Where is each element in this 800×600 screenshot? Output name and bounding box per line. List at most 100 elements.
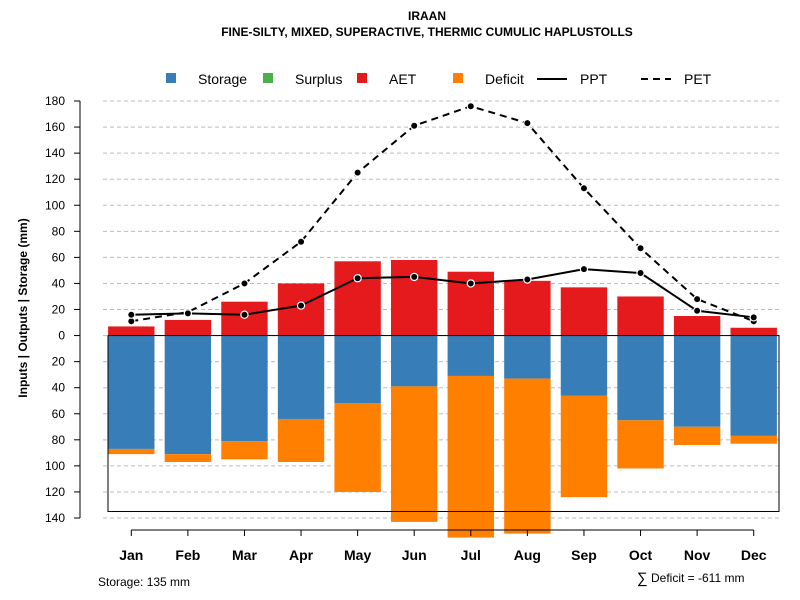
y-tick-label: 40 xyxy=(52,381,66,395)
y-tick-label: 0 xyxy=(58,329,65,343)
x-tick-label: Jun xyxy=(402,547,427,563)
y-tick-label: 60 xyxy=(52,407,66,421)
y-tick-label: 40 xyxy=(52,276,66,290)
aet-bar xyxy=(391,259,438,336)
storage-bar xyxy=(221,335,268,442)
series-lines xyxy=(127,102,758,326)
y-tick-label: 20 xyxy=(52,303,66,317)
ppt-point xyxy=(240,310,249,319)
legend: Storage Surplus AET Deficit PPT PET xyxy=(166,71,712,87)
storage-capacity-box xyxy=(107,335,780,512)
aet-bar xyxy=(730,327,777,336)
aet-bar xyxy=(334,261,381,336)
storage-bar xyxy=(164,335,212,455)
x-tick-label: Nov xyxy=(684,547,711,563)
pet-point xyxy=(240,279,249,288)
ppt-point xyxy=(749,313,758,322)
y-tick-label: 80 xyxy=(52,433,66,447)
pet-point xyxy=(466,102,475,111)
legend-label: PET xyxy=(684,71,712,87)
x-tick-label: Feb xyxy=(175,547,200,563)
deficit-bar xyxy=(617,420,664,469)
ppt-point xyxy=(296,301,306,310)
deficit-footnote: Deficit = -611 mm xyxy=(651,571,744,585)
storage-bar xyxy=(730,335,777,436)
deficit-bar xyxy=(164,454,212,462)
y-tick-label: 120 xyxy=(45,485,65,499)
x-tick-label: Apr xyxy=(289,547,314,563)
deficit-bar xyxy=(108,448,155,455)
y-axis: 180 160 140 120 100 80 60 40 20 0 20 40 60 80 100 120 14… xyxy=(45,94,81,525)
deficit-sum-symbol: ∑ xyxy=(637,570,648,587)
legend-swatch xyxy=(453,73,463,83)
ppt-point xyxy=(353,274,362,283)
pet-point xyxy=(579,184,589,193)
pet-point xyxy=(692,294,702,304)
storage-footnote: Storage: 135 mm xyxy=(98,575,190,589)
deficit-bar xyxy=(730,435,777,444)
storage-bar xyxy=(334,335,381,404)
x-tick-label: May xyxy=(344,547,371,563)
deficit-bar xyxy=(277,418,325,462)
ppt-point xyxy=(410,272,419,282)
storage-bar xyxy=(447,335,494,376)
deficit-bar xyxy=(673,426,721,446)
y-axis-label: Inputs | Outputs | Storage (mm) xyxy=(16,218,30,397)
aet-bar xyxy=(560,287,608,336)
ppt-point xyxy=(692,306,702,316)
x-tick-label: Oct xyxy=(629,547,653,563)
storage-bar xyxy=(391,335,438,387)
legend-swatch xyxy=(263,73,273,83)
ppt-point xyxy=(127,310,136,319)
ppt-point xyxy=(183,309,193,318)
deficit-bar xyxy=(504,378,551,534)
y-tick-label: 100 xyxy=(45,459,65,473)
chart-title: IRAAN xyxy=(408,9,446,23)
aet-bar xyxy=(504,280,551,336)
x-tick-label: Dec xyxy=(741,547,767,563)
gridlines xyxy=(103,100,782,519)
y-tick-label: 20 xyxy=(52,355,66,369)
legend-swatch xyxy=(357,73,367,83)
legend-label: Deficit xyxy=(485,71,524,87)
aet-bar xyxy=(108,326,155,336)
y-tick-label: 140 xyxy=(45,511,65,525)
ppt-point xyxy=(636,268,645,278)
deficit-bar xyxy=(447,375,494,538)
y-tick-label: 140 xyxy=(45,146,65,160)
y-tick-label: 120 xyxy=(45,172,65,186)
y-tick-label: 100 xyxy=(45,198,65,212)
y-tick-label: 60 xyxy=(52,250,66,264)
deficit-bar xyxy=(560,395,608,498)
pet-point xyxy=(636,244,645,253)
deficit-bar xyxy=(391,386,438,522)
pet-point xyxy=(523,118,532,128)
pet-point xyxy=(410,121,419,130)
x-tick-label: Jul xyxy=(461,547,481,563)
storage-bar xyxy=(504,335,551,379)
y-tick-label: 80 xyxy=(52,224,66,238)
storage-bar xyxy=(560,335,608,396)
pet-point xyxy=(296,237,306,246)
pet-point xyxy=(353,168,362,177)
legend-label: Storage xyxy=(198,71,247,87)
legend-swatch xyxy=(166,73,176,83)
x-tick-label: Sep xyxy=(571,547,597,563)
deficit-bar xyxy=(221,441,268,460)
ppt-line xyxy=(131,268,754,319)
ppt-point xyxy=(466,279,475,288)
ppt-point xyxy=(579,264,589,274)
chart-subtitle: FINE-SILTY, MIXED, SUPERACTIVE, THERMIC … xyxy=(221,25,633,39)
legend-label: Surplus xyxy=(295,71,342,87)
aet-bar xyxy=(164,319,212,336)
storage-bar xyxy=(617,335,664,421)
x-tick-label: Mar xyxy=(232,547,257,563)
storage-bar xyxy=(277,335,325,419)
y-tick-label: 180 xyxy=(45,94,65,108)
bars xyxy=(108,259,777,538)
storage-bar xyxy=(108,335,155,449)
pet-line xyxy=(131,105,755,323)
storage-bar xyxy=(673,335,721,427)
legend-label: AET xyxy=(389,71,417,87)
